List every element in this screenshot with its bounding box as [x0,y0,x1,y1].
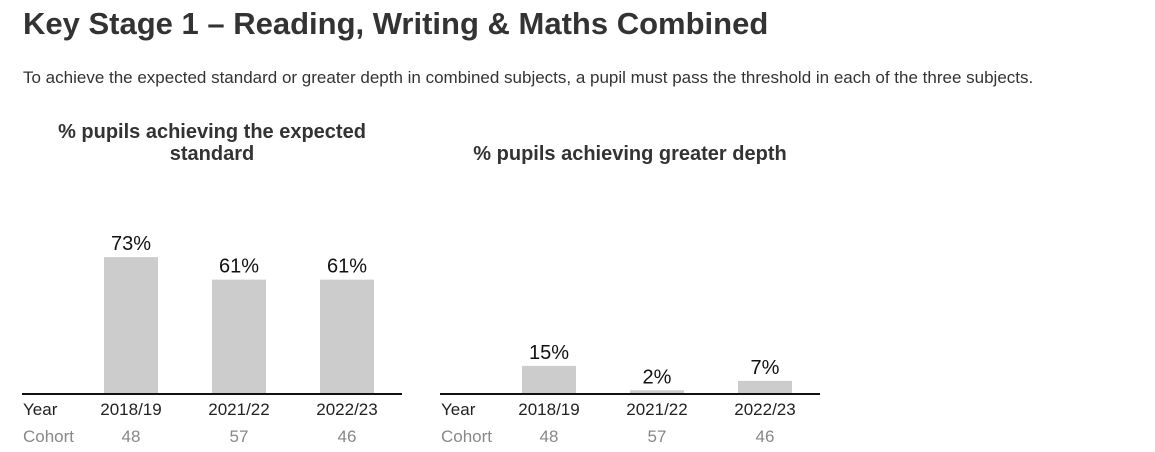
data-label: 61% [327,256,367,278]
page-title: Key Stage 1 – Reading, Writing & Maths C… [23,6,769,41]
bar-2018-19 [522,365,576,394]
data-label: 61% [219,256,259,278]
year-label: 2022/23 [734,400,795,419]
cohort-value: 46 [338,427,357,446]
year-label: 2021/22 [208,400,269,419]
year-label: 2018/19 [100,400,161,419]
cohort-row-label: Cohort [23,427,74,446]
cohort-row-label: Cohort [441,427,492,446]
cohort-value: 48 [540,427,559,446]
chart-expected-standard: 73% 2018/19 48 61% 2021/22 57 61% 2022/23 46 Year… [22,233,402,446]
year-row-label: Year [441,400,476,419]
data-label: 73% [111,233,151,255]
bar-2021-22 [212,279,266,394]
bar-2018-19 [104,257,158,394]
data-label: 2% [643,366,672,388]
bar-2022-23 [320,279,374,394]
intro-text: To achieve the expected standard or grea… [23,68,1034,87]
bar-2022-23 [738,380,792,394]
year-label: 2018/19 [518,400,579,419]
cohort-value: 57 [648,427,667,446]
cohort-value: 46 [756,427,775,446]
year-label: 2022/23 [316,400,377,419]
bar-2021-22 [630,390,684,394]
cohort-value: 57 [230,427,249,446]
data-label: 15% [529,342,569,364]
data-label: 7% [751,357,780,379]
year-label: 2021/22 [626,400,687,419]
chart-title-greater-depth: % pupils achieving greater depth [473,143,787,165]
chart-title-expected-standard: % pupils achieving the expected standard [58,121,366,165]
chart-greater-depth: 15% 2018/19 48 2% 2021/22 57 7% 2022/23 46 Year Co… [440,342,820,446]
year-row-label: Year [23,400,58,419]
cohort-value: 48 [122,427,141,446]
